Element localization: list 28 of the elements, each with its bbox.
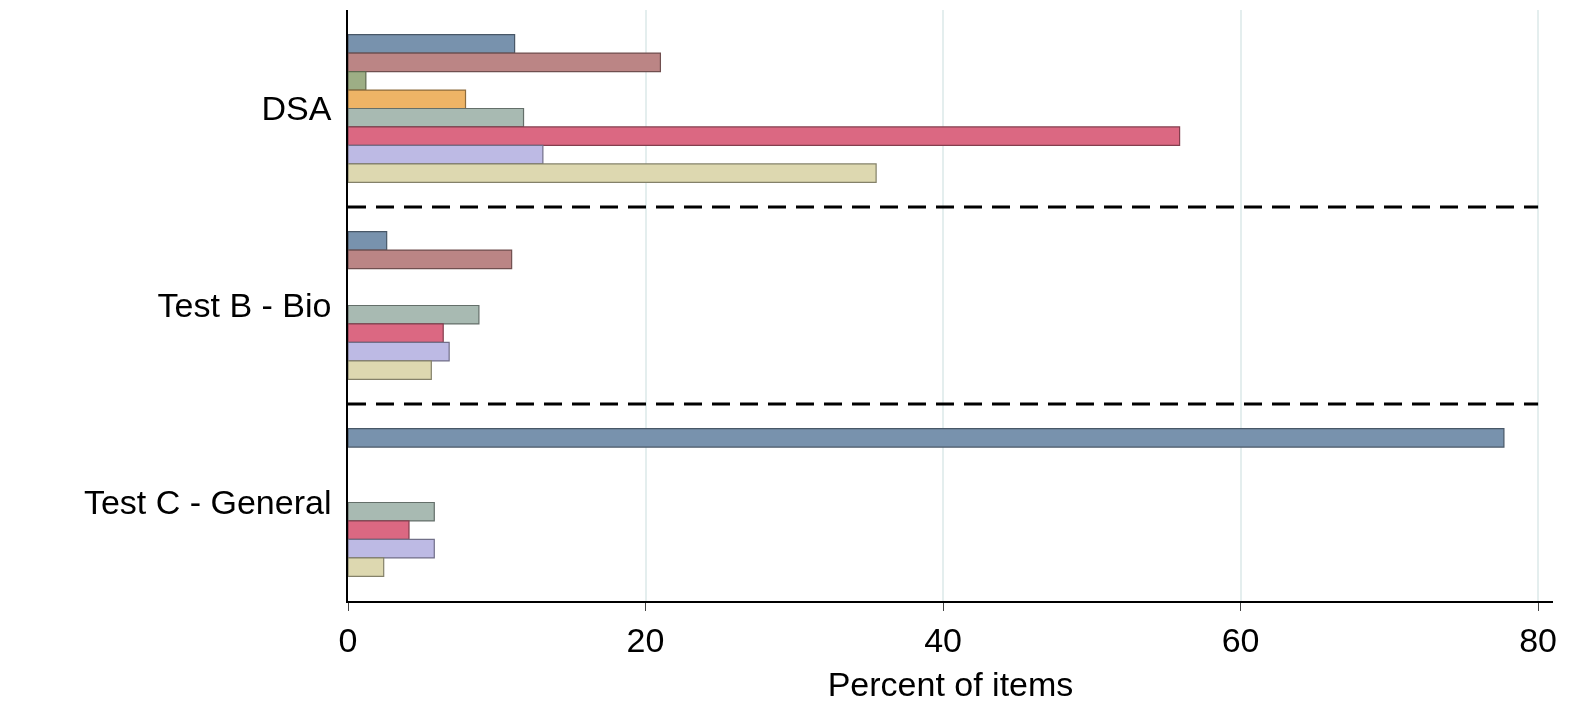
bar: [348, 34, 516, 54]
bar: [348, 52, 662, 73]
y-tick-label: Test C - General: [83, 483, 332, 522]
y-tick-label: DSA: [261, 89, 332, 128]
bar: [348, 360, 432, 380]
bar: [348, 501, 435, 522]
bar: [348, 520, 410, 541]
bar: [348, 70, 367, 91]
x-tick-label: 60: [1221, 620, 1260, 659]
bar: [348, 107, 525, 128]
x-axis-title: Percent of items: [827, 665, 1074, 704]
bar: [348, 249, 513, 270]
x-tick-label: 40: [924, 620, 962, 659]
bar: [348, 323, 444, 344]
bar: [348, 538, 435, 559]
bar: [348, 231, 388, 251]
y-tick-label: Test B - Bio: [157, 286, 332, 325]
bar: [348, 163, 877, 183]
bar: [348, 557, 385, 577]
x-tick-label: 20: [626, 620, 665, 659]
bar: [348, 126, 1181, 147]
bar: [348, 144, 544, 165]
bar: [348, 89, 467, 110]
x-tick-label: 0: [338, 620, 358, 659]
bar: [348, 304, 480, 325]
bar: [348, 341, 450, 362]
bar: [348, 428, 1505, 448]
x-tick-label: 80: [1519, 620, 1558, 659]
